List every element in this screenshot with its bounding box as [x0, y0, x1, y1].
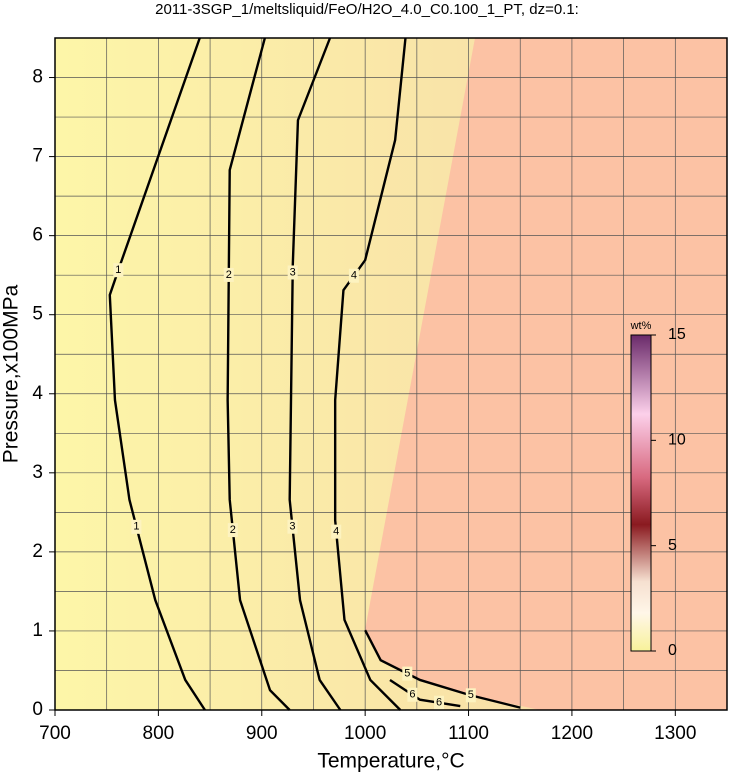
x-tick-label: 900 — [246, 723, 278, 744]
contour-label-bg — [113, 263, 124, 278]
contour-label: 1 — [133, 521, 139, 533]
x-axis-label: Temperature,°C — [317, 750, 464, 773]
x-tick-label: 1200 — [551, 723, 593, 744]
contour-line — [333, 37, 407, 711]
contour-label-bg — [223, 267, 234, 282]
y-tick-label: 0 — [32, 699, 43, 720]
contour-label: 5 — [468, 689, 474, 701]
x-tick-label: 1100 — [448, 723, 489, 744]
chart-title: 2011-3SGP_1/meltsliquid/FeO/H2O_4.0_C0.1… — [155, 1, 579, 18]
contour-label-bg — [407, 687, 418, 702]
y-tick-label: 8 — [32, 67, 43, 88]
contour-line — [364, 629, 521, 709]
y-tick-label: 7 — [32, 146, 43, 167]
colorbar-tick-label: 5 — [668, 537, 677, 554]
x-tick-label: 700 — [39, 723, 71, 744]
y-tick-label: 6 — [32, 225, 43, 246]
contour-label-bg — [131, 519, 142, 534]
x-tick-label: 1300 — [654, 723, 696, 744]
contour-label: 2 — [226, 269, 232, 281]
contour-label-bg — [402, 666, 413, 681]
contour-label-bg — [287, 265, 298, 280]
contour-label: 5 — [404, 668, 410, 680]
colorbar-label: wt% — [630, 320, 652, 332]
y-tick-label: 4 — [32, 383, 43, 404]
colorbar-tick-label: 10 — [668, 432, 686, 449]
y-axis-label: Pressure,x100MPa — [0, 284, 23, 463]
contour-line — [389, 678, 461, 708]
colorbar-tick-label: 15 — [668, 326, 686, 343]
contour-label-bg — [227, 523, 238, 538]
contour-label-bg — [434, 695, 445, 710]
x-tick-label: 800 — [143, 723, 175, 744]
contour-label-bg — [331, 524, 342, 539]
contour-label: 4 — [333, 526, 339, 538]
contour-line — [226, 37, 291, 711]
y-tick-label: 5 — [32, 304, 43, 325]
contour-label: 2 — [230, 524, 236, 536]
contour-label-bg — [348, 268, 359, 283]
contour-label: 3 — [290, 266, 296, 278]
plot-frame — [54, 37, 728, 711]
contour-label: 6 — [436, 697, 442, 709]
y-tick-label: 2 — [32, 541, 43, 562]
colorbar-tick-label: 0 — [668, 642, 677, 659]
contour-label: 6 — [409, 689, 415, 701]
x-tick-label: 1000 — [344, 723, 386, 744]
contour-label: 4 — [351, 270, 357, 282]
contour-label-bg — [287, 519, 298, 534]
contour-line — [288, 37, 342, 711]
contour-label-bg — [465, 688, 476, 703]
y-tick-label: 1 — [32, 620, 43, 641]
contour-label: 3 — [289, 521, 295, 533]
colorbar — [630, 334, 652, 652]
y-tick-label: 3 — [32, 462, 43, 483]
contour-label: 1 — [115, 264, 121, 276]
